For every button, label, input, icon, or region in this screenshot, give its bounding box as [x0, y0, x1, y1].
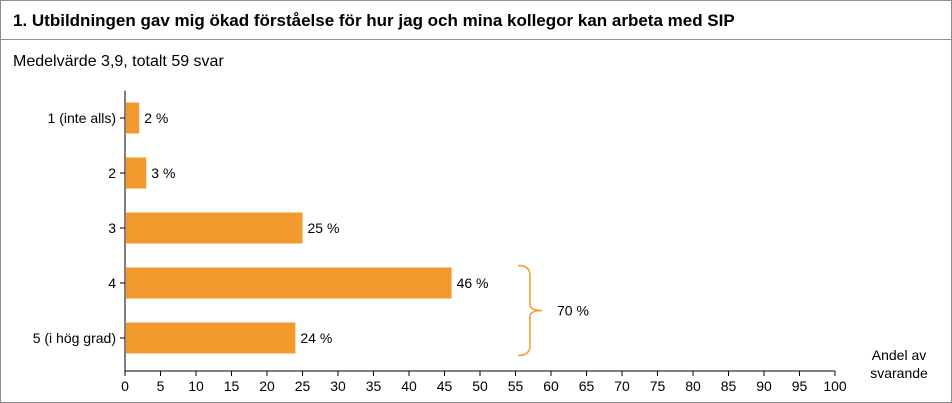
value-label-4: 46 %: [457, 275, 489, 291]
x-tick-label-30: 30: [330, 378, 346, 394]
x-tick-label-20: 20: [259, 378, 275, 394]
x-tick-label-10: 10: [188, 378, 204, 394]
x-tick-label-90: 90: [756, 378, 772, 394]
x-tick-label-75: 75: [650, 378, 666, 394]
x-tick-label-60: 60: [543, 378, 559, 394]
bar-3: [126, 212, 303, 244]
category-label-1: 1 (inte alls): [48, 110, 116, 126]
category-label-3: 3: [108, 220, 116, 236]
value-label-3: 25 %: [308, 220, 340, 236]
category-label-2: 2: [108, 165, 116, 181]
chart-subtitle: Medelvärde 3,9, totalt 59 svar: [13, 53, 224, 70]
bar-4: [126, 267, 452, 299]
chart-title: 1. Utbildningen gav mig ökad förståelse …: [13, 11, 735, 30]
x-tick-label-95: 95: [792, 378, 808, 394]
x-tick-label-0: 0: [121, 378, 129, 394]
x-axis-label-line-1: Andel av: [872, 347, 926, 363]
title-divider: [1, 39, 951, 40]
x-tick-label-45: 45: [437, 378, 453, 394]
x-axis-label-line-2: svarande: [870, 365, 928, 381]
value-label-5: 24 %: [300, 330, 332, 346]
x-tick-label-65: 65: [579, 378, 595, 394]
x-tick-label-55: 55: [508, 378, 524, 394]
x-tick-label-80: 80: [685, 378, 701, 394]
x-tick-label-50: 50: [472, 378, 488, 394]
x-tick-label-5: 5: [157, 378, 165, 394]
bar-2: [126, 157, 147, 189]
x-tick-label-15: 15: [224, 378, 240, 394]
x-tick-label-40: 40: [401, 378, 417, 394]
category-label-4: 4: [108, 275, 116, 291]
bar-1: [126, 102, 140, 134]
bar-5: [126, 322, 296, 354]
x-tick-label-35: 35: [366, 378, 382, 394]
x-tick-label-70: 70: [614, 378, 630, 394]
x-tick-label-100: 100: [823, 378, 847, 394]
value-label-1: 2 %: [144, 110, 168, 126]
category-label-5: 5 (i hög grad): [33, 330, 116, 346]
bracket-annotation-1: [517, 264, 543, 357]
value-label-2: 3 %: [151, 165, 175, 181]
x-tick-label-85: 85: [721, 378, 737, 394]
bracket-label-1: 70 %: [557, 303, 589, 319]
x-tick-label-25: 25: [295, 378, 311, 394]
